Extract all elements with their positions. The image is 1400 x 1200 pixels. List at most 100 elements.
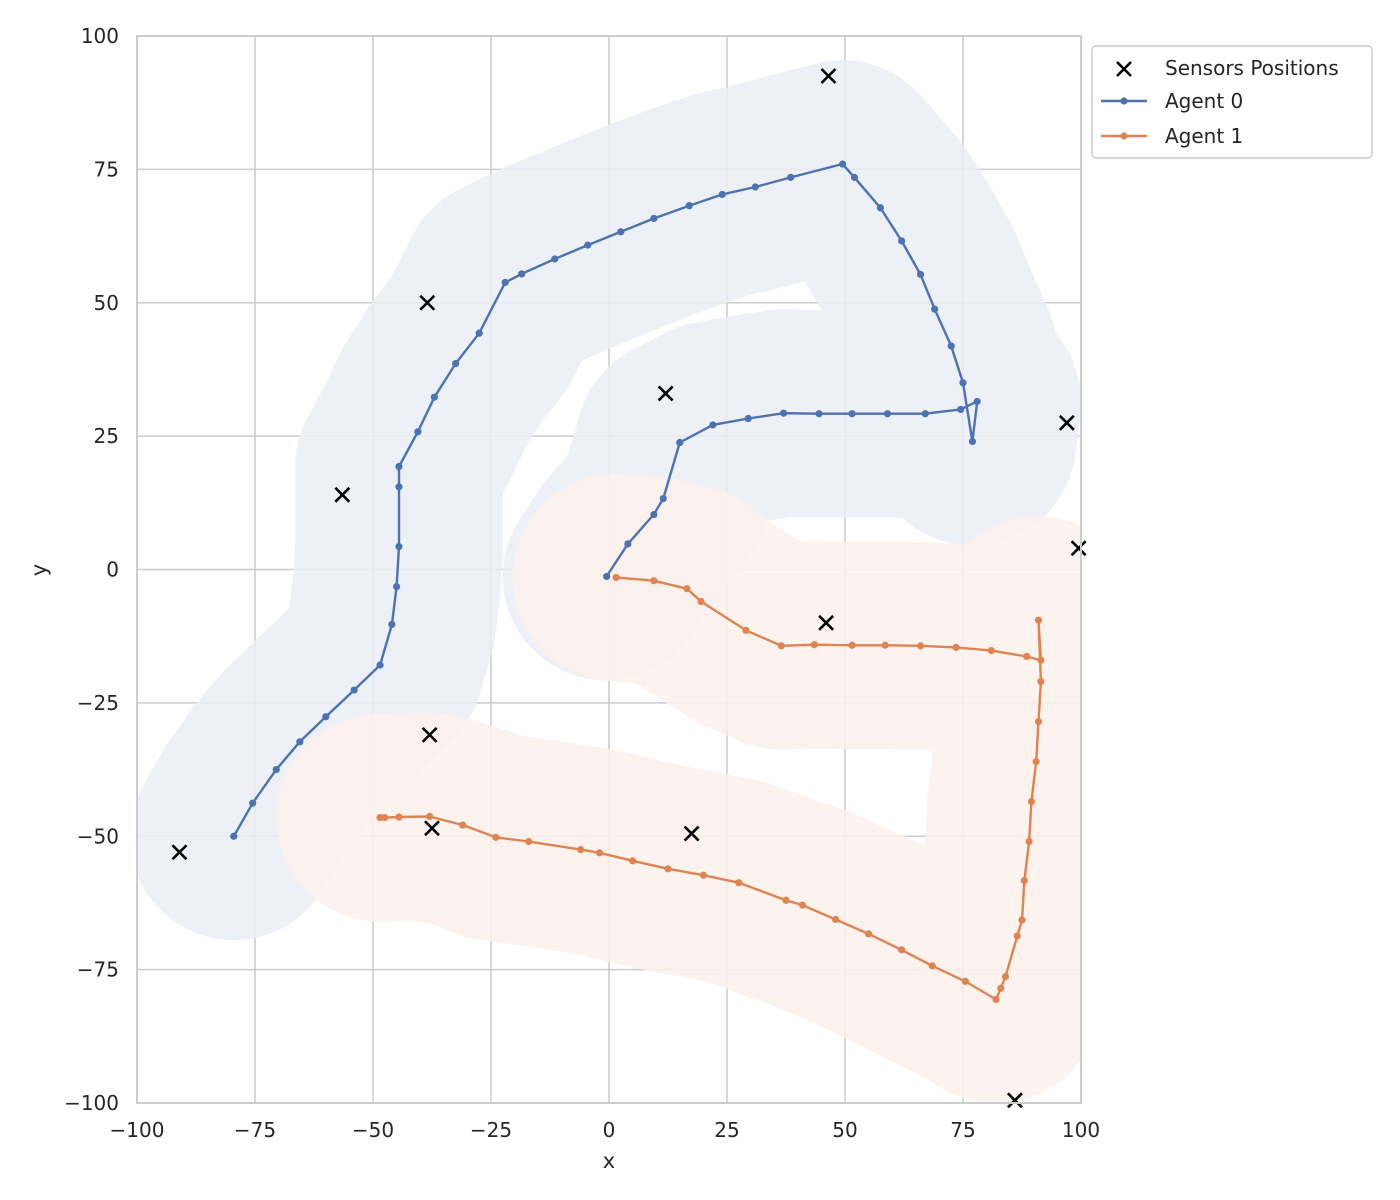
y-tick-label: 50 [94, 291, 119, 315]
data-point-agent-0 [848, 410, 856, 418]
x-tick-label: 25 [714, 1118, 739, 1142]
sensor-marker [171, 844, 188, 861]
plot-frame [136, 35, 1082, 1104]
data-point-agent-0 [395, 542, 403, 551]
data-point-agent-1 [492, 833, 500, 841]
sensor-marker [334, 486, 351, 503]
x-tick-label: 0 [603, 1118, 616, 1142]
data-point-agent-0 [921, 410, 929, 418]
sensor-marker [419, 294, 436, 311]
data-point-agent-0 [584, 241, 592, 249]
data-point-agent-0 [718, 190, 726, 199]
data-point-agent-1 [697, 597, 705, 606]
data-point-agent-1 [1001, 972, 1010, 981]
data-point-agent-0 [780, 409, 788, 417]
data-point-agent-1 [848, 641, 856, 649]
legend-item-agent-1: Agent 1 [1101, 124, 1243, 148]
data-point-agent-1 [997, 984, 1005, 992]
data-point-agent-1 [426, 812, 434, 821]
sensor-marker [1058, 414, 1075, 431]
data-point-agent-1 [525, 837, 533, 846]
data-point-agent-1 [650, 577, 658, 585]
data-point-agent-0 [501, 278, 509, 287]
data-point-agent-1 [1020, 876, 1028, 885]
data-point-agent-1 [798, 901, 807, 909]
data-point-agent-1 [683, 585, 691, 593]
legend-agent-1-marker [1120, 132, 1128, 140]
legend-sensor-marker [1116, 61, 1132, 77]
data-point-agent-0 [393, 582, 401, 591]
y-tick-label: −100 [64, 1091, 119, 1115]
data-point-agent-1 [459, 821, 467, 829]
data-point-agent-0 [676, 438, 684, 447]
data-point-agent-0 [395, 462, 403, 471]
data-point-agent-1 [742, 626, 750, 634]
sensor-marker [1070, 540, 1087, 557]
data-point-agent-0 [650, 510, 658, 519]
data-point-agent-0 [296, 738, 304, 746]
data-point-agent-0 [973, 397, 981, 406]
data-point-agent-0 [272, 765, 280, 774]
data-point-agent-0 [388, 620, 396, 629]
data-point-agent-1 [595, 849, 604, 857]
data-point-agent-0 [249, 799, 257, 807]
sensor-marker [657, 385, 674, 402]
data-point-agent-0 [876, 204, 885, 212]
data-point-agent-0 [947, 342, 955, 350]
sensor-marker [1007, 1092, 1023, 1109]
tick-labels: −100 −75 −50 −25 0 25 50 75 100 −100 −75 −50 −25 0 25 5… [64, 24, 1100, 1142]
data-point-agent-0 [815, 410, 823, 418]
data-point-agent-0 [916, 270, 925, 279]
y-tick-label: 0 [106, 558, 119, 582]
legend-agent-0-marker [1120, 97, 1128, 105]
data-point-agent-0 [376, 661, 384, 669]
data-point-agent-0 [709, 421, 717, 429]
data-point-agent-0 [350, 686, 358, 694]
x-tick-label: 50 [832, 1118, 857, 1142]
data-point-agent-0 [230, 832, 238, 840]
legend: Sensors Positions Agent 0 Agent 1 [1091, 45, 1373, 159]
y-tick-label: −75 [77, 958, 119, 982]
legend-label-agent-0: Agent 0 [1165, 89, 1243, 113]
data-point-agent-0 [650, 214, 658, 223]
data-point-agent-1 [987, 646, 995, 655]
data-point-agent-0 [839, 160, 847, 168]
series-line-agent-1 [380, 576, 1043, 1001]
data-point-agent-1 [952, 643, 960, 651]
data-point-agent-1 [395, 813, 403, 821]
data-point-agent-1 [699, 871, 708, 879]
x-tick-label: −25 [470, 1118, 512, 1142]
x-tick-label: 100 [1062, 1118, 1100, 1142]
data-point-agent-0 [414, 428, 422, 436]
x-tick-label: −75 [234, 1118, 276, 1142]
data-point-agent-1 [1037, 656, 1045, 664]
data-point-agent-1 [992, 995, 1000, 1004]
data-point-agent-0 [322, 713, 330, 721]
data-point-agent-1 [629, 857, 637, 865]
data-point-agent-1 [664, 865, 672, 873]
y-tick-label: −25 [77, 691, 119, 715]
data-point-agent-1 [810, 641, 818, 649]
sensor-markers [171, 68, 1087, 1109]
x-tick-label: −100 [110, 1118, 165, 1142]
data-point-agent-0 [931, 305, 939, 313]
data-point-agent-1 [782, 896, 790, 904]
data-point-agent-0 [617, 228, 625, 236]
data-point-agent-0 [475, 329, 483, 337]
data-point-agent-1 [865, 930, 873, 938]
y-tick-label: 25 [94, 424, 119, 448]
sensor-marker [683, 825, 700, 842]
data-point-agent-1 [1034, 717, 1043, 726]
x-axis-title: x [603, 1149, 615, 1173]
sensor-marker [820, 68, 837, 84]
data-point-agent-1 [881, 641, 889, 649]
legend-label-agent-1: Agent 1 [1165, 124, 1243, 148]
data-point-agent-1 [831, 915, 840, 924]
data-point-agent-0 [968, 437, 977, 446]
data-point-agent-0 [850, 173, 859, 181]
data-point-agent-0 [551, 255, 559, 263]
data-point-agent-1 [1027, 797, 1036, 806]
sensor-marker [818, 614, 835, 631]
data-point-agent-1 [928, 962, 936, 970]
